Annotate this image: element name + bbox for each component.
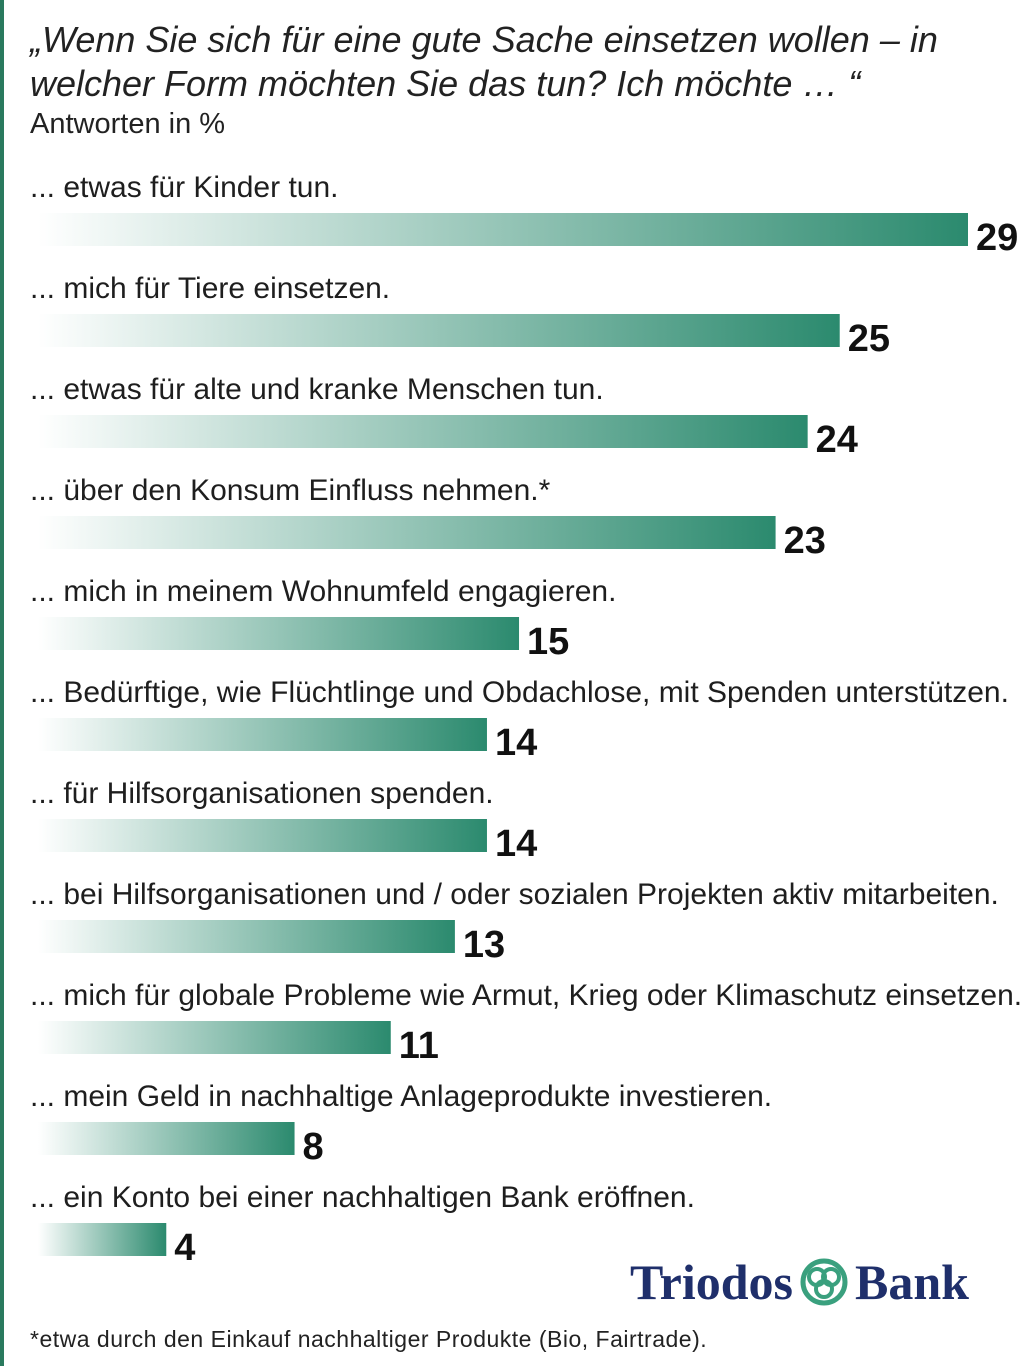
- value-label: 29: [976, 217, 1018, 259]
- bar: [38, 1223, 167, 1256]
- category-label: ... über den Konsum Einfluss nehmen.*: [30, 474, 551, 507]
- chart-subtitle: Antworten in %: [30, 108, 226, 140]
- bar: [38, 920, 455, 953]
- category-label: ... Bedürftige, wie Flüchtlinge und Obda…: [30, 676, 1009, 709]
- footnote: *etwa durch den Einkauf nachhaltiger Pro…: [30, 1326, 708, 1352]
- value-label: 4: [174, 1227, 195, 1269]
- bar: [38, 314, 840, 347]
- bar: [38, 213, 968, 246]
- value-label: 13: [463, 924, 505, 966]
- value-label: 14: [495, 823, 537, 865]
- bar: [38, 718, 487, 751]
- value-label: 8: [303, 1126, 324, 1168]
- left-accent-rule: [0, 0, 4, 1366]
- chart-title: „Wenn Sie sich für eine gute Sache einse…: [30, 19, 938, 104]
- logo-text-left: Triodos: [630, 1254, 793, 1310]
- bar: [38, 819, 487, 852]
- logo-text-right: Bank: [855, 1254, 969, 1310]
- bar: [38, 415, 808, 448]
- category-label: ... mich in meinem Wohnumfeld engagieren…: [30, 575, 616, 608]
- bar: [38, 1021, 391, 1054]
- category-label: ... für Hilfsorganisationen spenden.: [30, 777, 494, 810]
- value-label: 15: [527, 621, 569, 663]
- category-label: ... mein Geld in nachhaltige Anlageprodu…: [30, 1080, 772, 1113]
- value-label: 11: [399, 1025, 439, 1067]
- value-label: 14: [495, 722, 537, 764]
- value-label: 24: [816, 419, 858, 461]
- chart-rows: ... etwas für Kinder tun. 29 ... mich für …: [30, 171, 1022, 1269]
- triodos-knot-icon: [800, 1258, 848, 1306]
- category-label: ... mich für Tiere einsetzen.: [30, 272, 390, 305]
- value-label: 25: [848, 318, 890, 360]
- category-label: ... bei Hilfsorganisationen und / oder s…: [30, 878, 999, 911]
- triodos-bank-logo: Triodos Bank: [630, 1252, 969, 1312]
- category-label: ... mich für globale Probleme wie Armut,…: [30, 979, 1022, 1012]
- category-label: ... etwas für Kinder tun.: [30, 171, 338, 204]
- category-label: ... etwas für alte und kranke Menschen t…: [30, 373, 604, 406]
- bar: [38, 1122, 295, 1155]
- bar: [38, 516, 776, 549]
- category-label: ... ein Konto bei einer nachhaltigen Ban…: [30, 1181, 695, 1214]
- bar: [38, 617, 520, 650]
- value-label: 23: [784, 520, 826, 562]
